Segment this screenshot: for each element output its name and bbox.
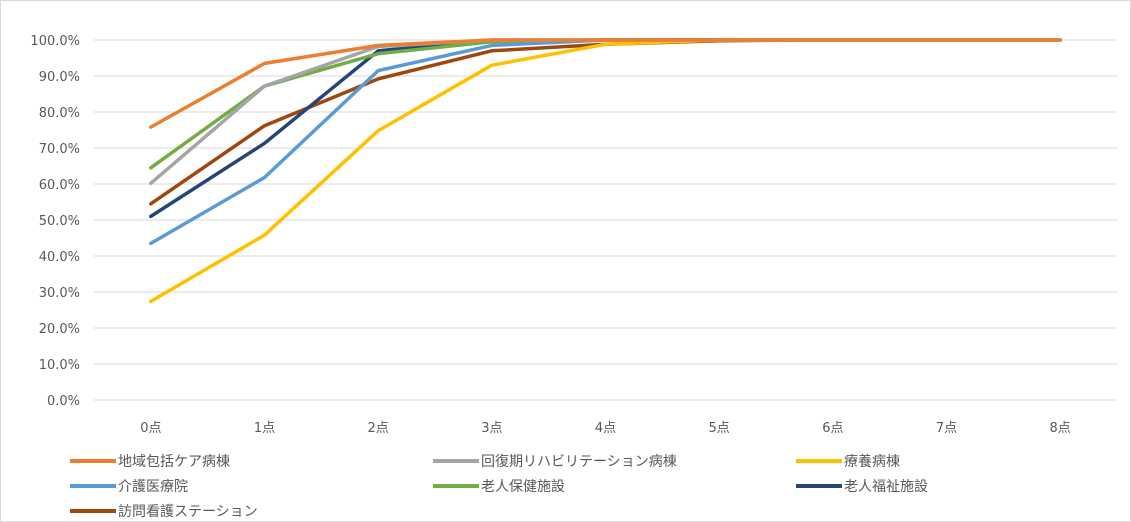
series-line: [149, 38, 1062, 129]
x-axis-tick-labels: 0点 1点 2点 3点 4点 5点 6点 7点 8点: [140, 421, 1071, 436]
y-tick-label: 40.0%: [39, 250, 80, 265]
y-tick-label: 10.0%: [39, 358, 80, 373]
y-tick-label: 80.0%: [39, 106, 80, 121]
series-line: [149, 38, 1062, 206]
y-tick-label: 70.0%: [39, 142, 80, 157]
legend-label: 老人保健施設: [481, 479, 565, 495]
gridlines: [94, 39, 1117, 401]
y-tick-label: 0.0%: [47, 394, 80, 409]
x-tick-label: 4点: [595, 421, 616, 436]
x-tick-label: 0点: [140, 421, 161, 436]
x-tick-label: 8点: [1050, 421, 1071, 436]
y-tick-label: 20.0%: [39, 322, 80, 337]
legend-label: 訪問看護ステーション: [118, 504, 258, 520]
y-tick-label: 50.0%: [39, 214, 80, 229]
x-tick-label: 5点: [709, 421, 730, 436]
x-tick-label: 6点: [822, 421, 843, 436]
legend-label: 介護医療院: [118, 478, 188, 495]
series-lines: [149, 38, 1062, 304]
x-tick-label: 3点: [481, 421, 502, 436]
series-line: [149, 38, 1062, 219]
y-tick-label: 90.0%: [39, 70, 80, 85]
y-tick-label: 30.0%: [39, 286, 80, 301]
x-tick-label: 7点: [936, 421, 957, 436]
legend-label: 回復期リハビリテーション病棟: [481, 453, 677, 470]
x-tick-label: 2点: [368, 421, 389, 436]
legend-label: 地域包括ケア病棟: [118, 454, 230, 470]
legend-label: 老人福祉施設: [844, 479, 928, 495]
y-axis-tick-labels: 0.0% 10.0% 20.0% 30.0% 40.0% 50.0% 60.0% 70.0% 8…: [30, 34, 80, 409]
x-tick-label: 1点: [254, 421, 275, 436]
legend-label: 療養病棟: [844, 453, 900, 470]
y-tick-label: 60.0%: [39, 178, 80, 193]
y-tick-label: 100.0%: [30, 34, 80, 49]
